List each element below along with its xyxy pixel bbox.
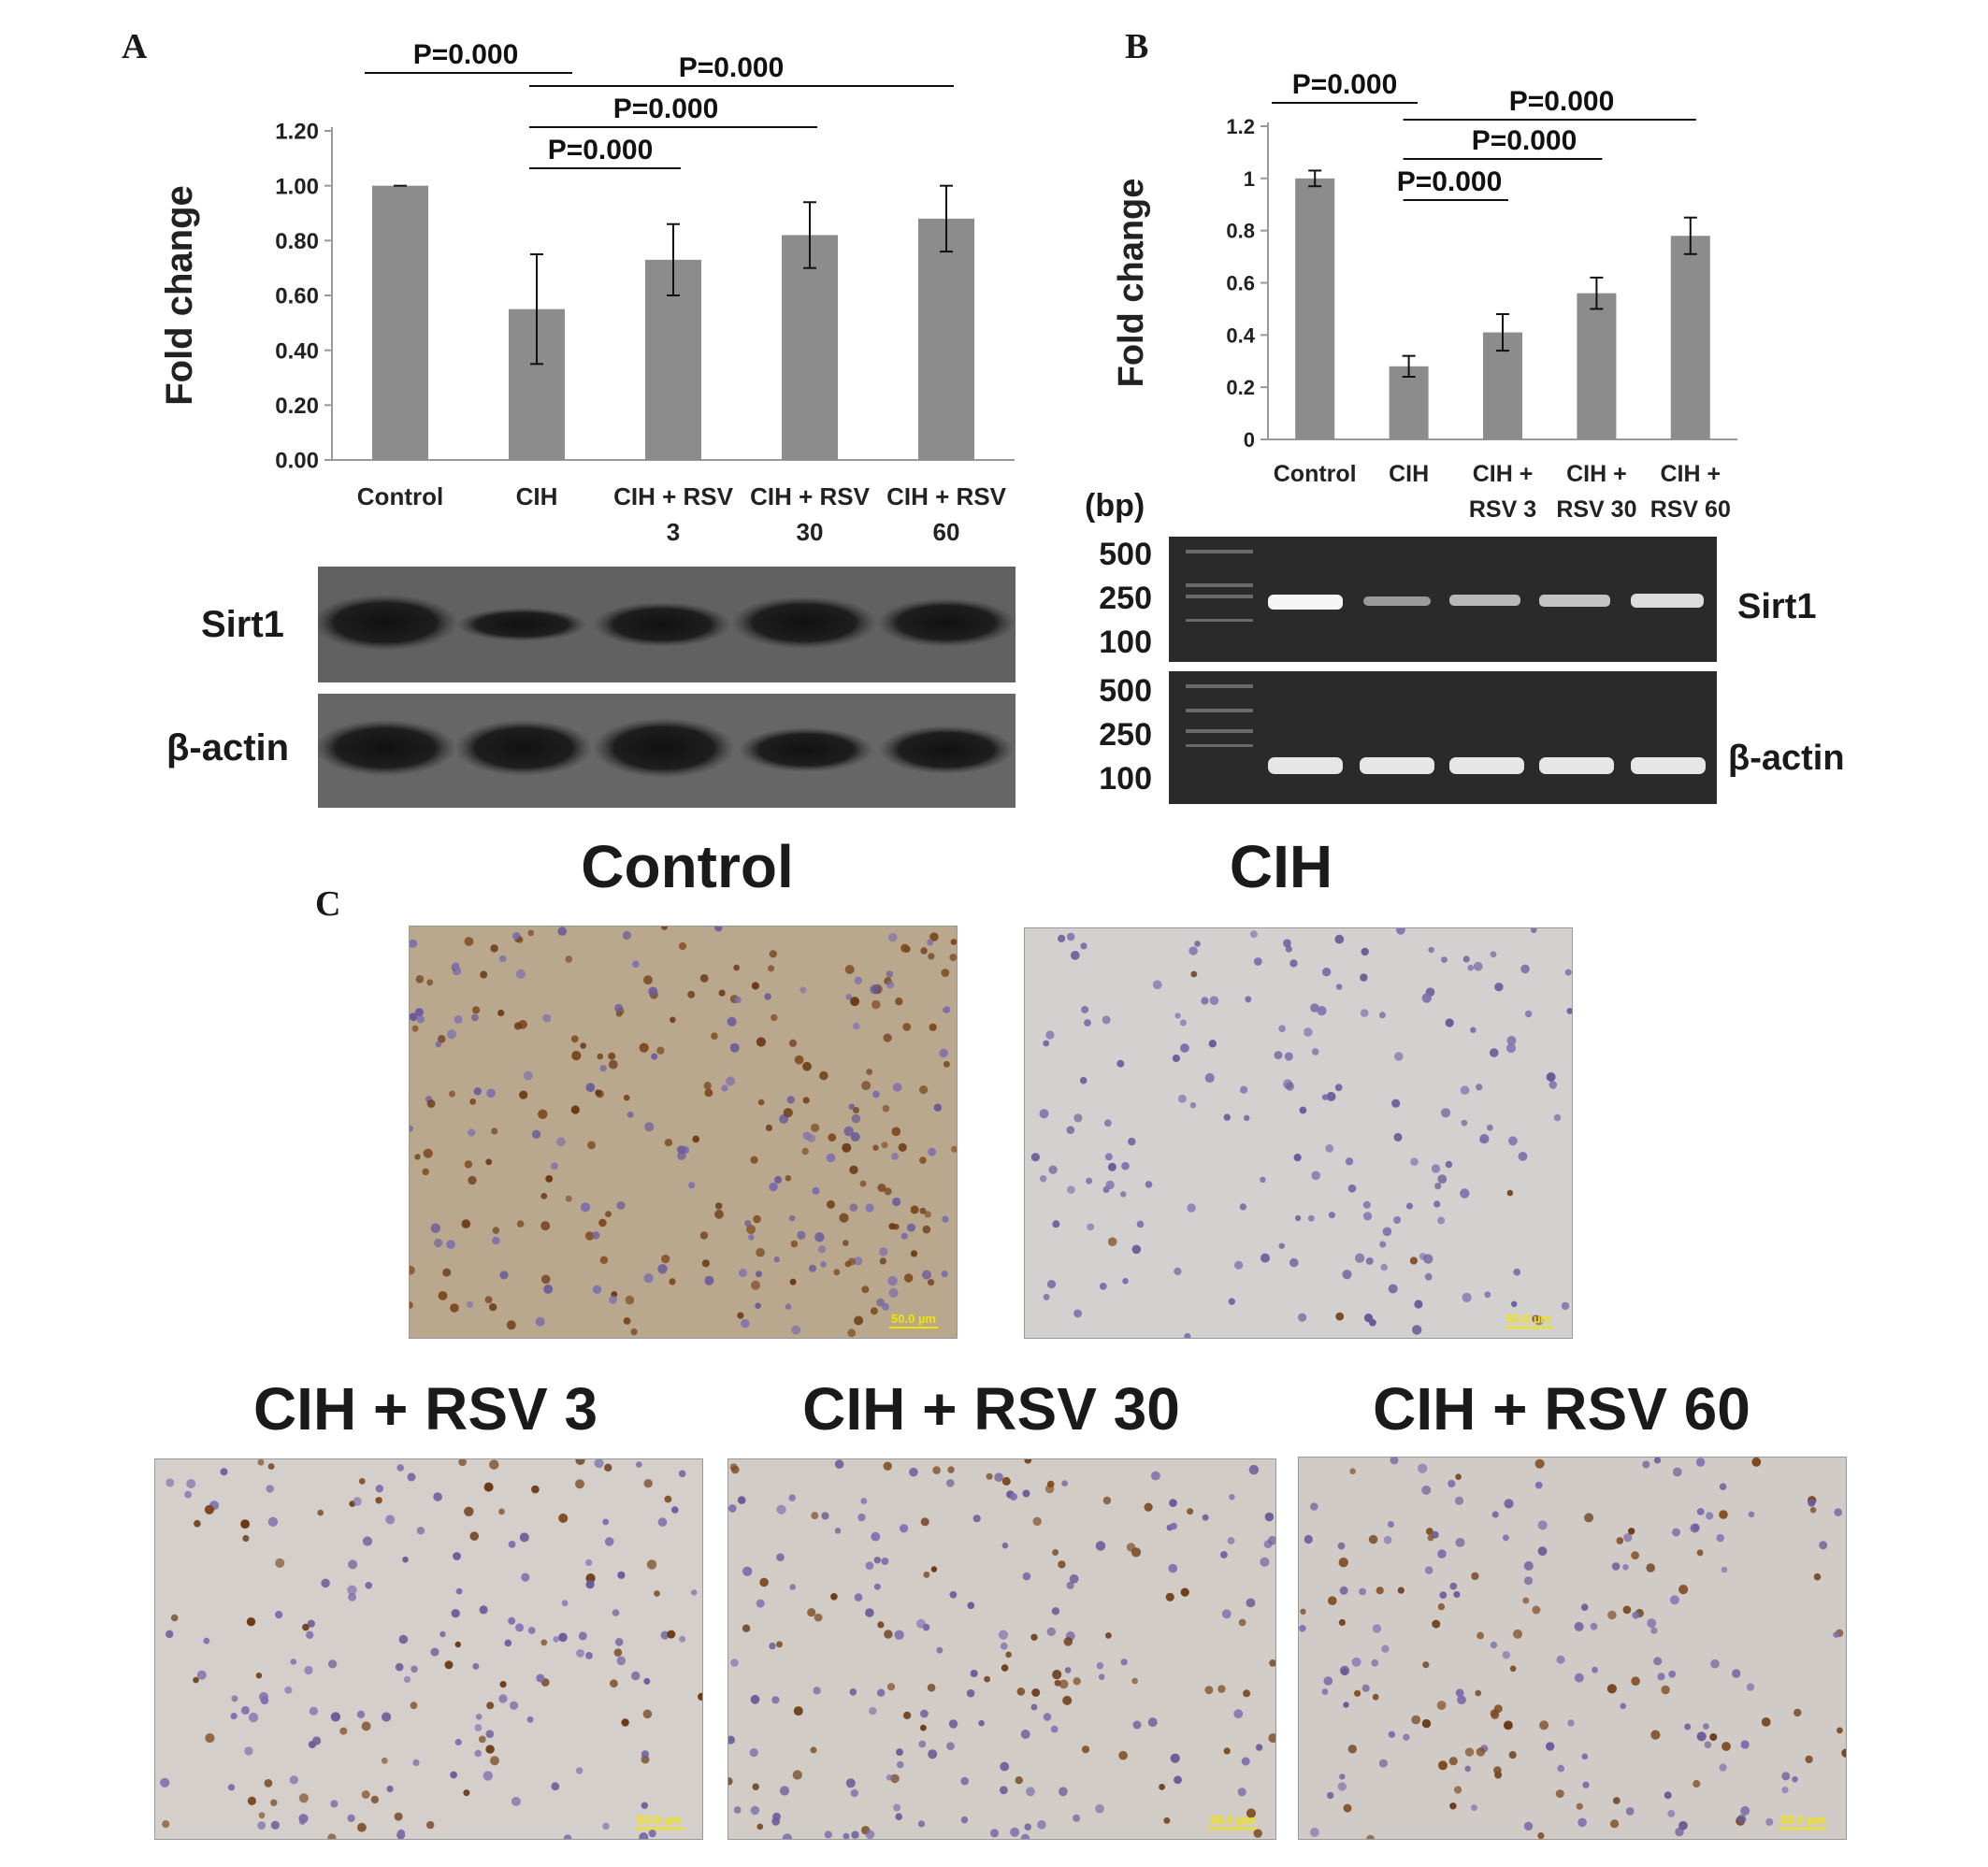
y-tick-label: 0.4 [1226, 323, 1255, 347]
x-tick-label: CIH + [1566, 461, 1627, 487]
y-tick-label: 1.20 [275, 120, 319, 145]
y-tick-label: 1.2 [1226, 115, 1255, 138]
micrograph-cih: 50.0 µm [1024, 927, 1573, 1339]
gel-beta-actin [1169, 671, 1717, 804]
significance-label: P=0.000 [613, 93, 719, 124]
x-tick-label: 30 [797, 518, 824, 546]
significance-label: P=0.000 [548, 135, 654, 165]
cell-nuclei [160, 1459, 702, 1839]
chart-a: 0.00 0.20 0.40 0.60 0.80 1.00 1.20 Fold change C… [159, 39, 1015, 546]
significance-label: P=0.000 [1509, 86, 1615, 117]
x-tick-label: RSV 3 [1469, 496, 1536, 523]
cell-nuclei [1030, 928, 1572, 1338]
bar [372, 185, 428, 460]
scale-bar: 50.0 µm [635, 1813, 684, 1830]
ladder-tick: 500 [1099, 673, 1152, 709]
chart-b: 0 0.2 0.4 0.6 0.8 1 1.2 Fold change Control CIH CI… [1112, 69, 1737, 523]
x-tick-label: CIH + RSV [613, 482, 734, 510]
micrograph-control: 50.0 µm [409, 926, 958, 1339]
micrograph-cih-rsv60: 50.0 µm [1298, 1457, 1847, 1840]
x-tick-label: CIH + RSV [886, 482, 1007, 510]
ladder-tick: 100 [1099, 625, 1152, 660]
x-tick-label: Control [1274, 461, 1357, 487]
panel-b-letter: B [1125, 27, 1149, 66]
bar [1670, 236, 1710, 439]
x-tick-label: 3 [667, 518, 680, 546]
y-tick-label: 0.2 [1226, 376, 1255, 399]
significance-label: P=0.000 [1472, 125, 1577, 156]
micrograph-cih-rsv30: 50.0 µm [727, 1458, 1276, 1840]
ladder-tick: 250 [1099, 581, 1152, 616]
y-tick-label: 1.00 [275, 174, 319, 199]
gel-label-sirt1: Sirt1 [1737, 587, 1817, 626]
bar [918, 218, 974, 460]
cell-nuclei [410, 926, 957, 1338]
significance-label: P=0.000 [413, 39, 519, 70]
significance-label: P=0.000 [1292, 69, 1398, 100]
x-tick-label: CIH [1389, 461, 1429, 487]
panel-c-letter: C [315, 884, 341, 924]
x-tick-label: RSV 30 [1556, 496, 1636, 523]
y-tick-label: 0.40 [275, 338, 319, 364]
cell-nuclei [1299, 1458, 1846, 1839]
y-tick-label: 0.80 [275, 229, 319, 254]
y-tick-label: 0.8 [1226, 220, 1255, 243]
micrograph-title-cih: CIH [1229, 833, 1333, 900]
significance-label: P=0.000 [679, 52, 785, 83]
micrograph-title-control: Control [581, 833, 794, 900]
y-tick-label: 0.6 [1226, 271, 1255, 294]
x-tick-label: 60 [933, 518, 960, 546]
x-tick-label: CIH + [1473, 461, 1534, 487]
y-tick-label: 1 [1244, 167, 1255, 191]
x-tick-label: CIH [516, 482, 558, 510]
gel-ladder-ticks-bottom: 500 250 100 [1087, 669, 1152, 801]
western-blot-sirt1 [318, 567, 1016, 682]
gel-ladder-ticks-top: 500 250 100 [1087, 533, 1152, 665]
y-tick-label: 0.60 [275, 284, 319, 309]
bar [1295, 178, 1335, 440]
gel-sirt1 [1169, 537, 1717, 662]
bar [782, 235, 838, 460]
scale-bar: 50.0 µm [1208, 1813, 1257, 1830]
x-tick-label: CIH + RSV [750, 482, 871, 510]
y-tick-label: 0.00 [275, 449, 319, 474]
bp-header: (bp) [1085, 488, 1145, 524]
blot-label-beta-actin: β-actin [166, 727, 290, 768]
ladder-tick: 250 [1099, 717, 1152, 753]
ladder-tick: 500 [1099, 537, 1152, 572]
scale-bar: 50.0 µm [1779, 1813, 1827, 1830]
micrograph-title-cih-rsv30: CIH + RSV 30 [802, 1375, 1180, 1443]
bar [1577, 293, 1617, 439]
y-axis-label: Fold change [159, 185, 200, 406]
bar [1389, 366, 1429, 439]
panel-a-letter: A [122, 27, 148, 66]
y-tick-label: 0.20 [275, 394, 319, 419]
x-tick-label: Control [357, 482, 443, 510]
ladder-tick: 100 [1099, 761, 1152, 797]
micrograph-cih-rsv3: 50.0 µm [154, 1458, 703, 1840]
gel-label-beta-actin: β-actin [1728, 739, 1845, 778]
blot-label-sirt1: Sirt1 [201, 604, 284, 645]
x-tick-label: RSV 60 [1650, 496, 1731, 523]
y-tick-label: 0 [1244, 428, 1255, 452]
x-tick-label: CIH + [1660, 461, 1721, 487]
western-blot-beta-actin [318, 694, 1016, 808]
significance-label: P=0.000 [1397, 166, 1503, 197]
micrograph-title-cih-rsv60: CIH + RSV 60 [1373, 1375, 1750, 1443]
scale-bar: 50.0 µm [1505, 1312, 1553, 1328]
y-axis-label: Fold change [1112, 179, 1151, 388]
scale-bar: 50.0 µm [889, 1312, 938, 1328]
micrograph-title-cih-rsv3: CIH + RSV 3 [252, 1375, 598, 1443]
cell-nuclei [728, 1459, 1275, 1839]
